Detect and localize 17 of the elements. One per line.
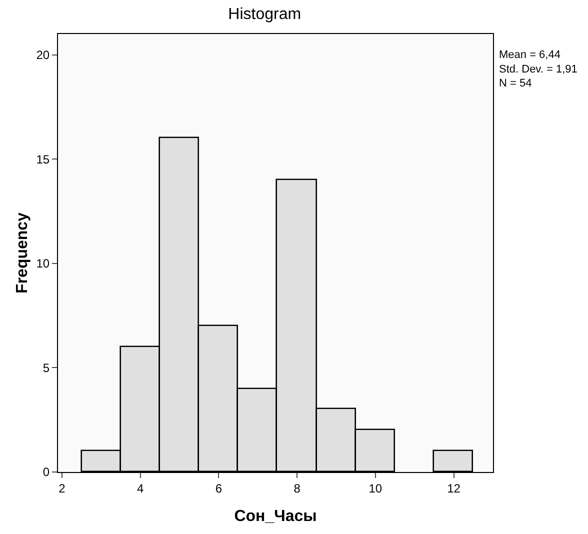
text: Std. Dev. = 1,91 (499, 63, 578, 76)
x-tick-label: 4 (136, 481, 144, 496)
x-tick-label: 2 (58, 481, 66, 496)
x-axis-title: Сон_Часы (234, 508, 317, 526)
x-tick-label: 10 (368, 481, 382, 496)
y-tick-label: 15 (36, 152, 50, 166)
text: Mean = 6,44 (499, 49, 560, 61)
y-axis-title: Frequency (14, 212, 32, 294)
y-tick-label: 5 (42, 360, 50, 375)
chart-title: Histogram (228, 6, 302, 24)
text: N = 54 (499, 78, 532, 90)
x-tick-label: 12 (447, 481, 461, 496)
y-tick-label: 10 (36, 256, 50, 271)
x-tick-label: 8 (294, 481, 301, 496)
x-tick-label: 6 (215, 481, 222, 496)
y-tick-label: 0 (42, 465, 50, 480)
y-tick-label: 20 (36, 48, 50, 62)
